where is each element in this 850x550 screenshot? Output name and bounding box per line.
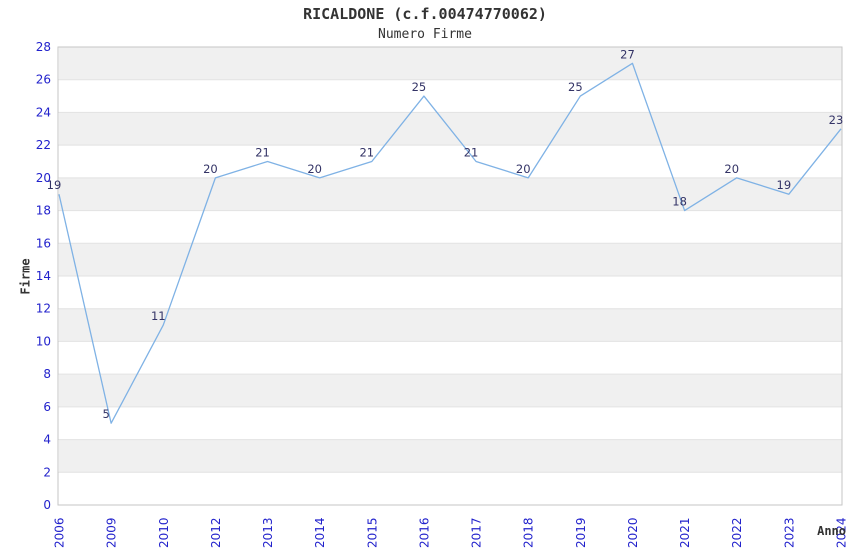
grid-band: [59, 308, 842, 342]
point-label: 20: [724, 162, 739, 176]
x-tick-label: 2023: [782, 517, 796, 548]
x-axis-title: Anno: [817, 524, 846, 538]
point-label: 19: [777, 178, 792, 192]
x-tick-label: 2014: [313, 517, 327, 548]
point-label: 11: [151, 309, 166, 323]
x-tick-label: 2013: [261, 517, 275, 548]
y-tick-label: 28: [36, 40, 51, 54]
y-tick-label: 16: [36, 236, 51, 250]
point-label: 20: [516, 162, 531, 176]
point-label: 27: [620, 47, 635, 61]
point-label: 19: [47, 178, 62, 192]
point-label: 18: [672, 195, 687, 209]
y-tick-label: 22: [36, 138, 51, 152]
y-tick-label: 4: [43, 433, 51, 447]
x-tick-label: 2006: [53, 517, 67, 548]
point-label: 5: [102, 407, 109, 421]
point-label: 20: [203, 162, 218, 176]
y-tick-label: 8: [43, 367, 51, 381]
point-label: 21: [255, 146, 270, 160]
grid-band: [59, 243, 842, 276]
x-tick-label: 2020: [626, 517, 640, 548]
y-axis-title: Firme: [18, 258, 33, 295]
chart-title: RICALDONE (c.f.00474770062): [303, 5, 547, 23]
y-tick-label: 2: [43, 465, 51, 479]
grid-band: [59, 177, 842, 211]
point-label: 23: [829, 113, 844, 127]
y-tick-label: 20: [36, 171, 51, 185]
x-tick-label: 2017: [470, 517, 484, 548]
y-tick-label: 10: [36, 334, 51, 348]
grid-band: [59, 439, 842, 473]
x-tick-label: 2021: [678, 517, 692, 548]
point-label: 25: [412, 80, 427, 94]
y-tick-label: 12: [36, 302, 51, 316]
chart-subtitle: Numero Firme: [378, 27, 472, 42]
x-tick-label: 2009: [105, 517, 119, 548]
x-tick-label: 2012: [209, 517, 223, 548]
point-label: 21: [359, 146, 374, 160]
point-label: 20: [307, 162, 322, 176]
y-tick-label: 14: [36, 269, 51, 283]
grid-band: [59, 47, 842, 80]
point-label: 25: [568, 80, 583, 94]
y-tick-label: 18: [36, 204, 51, 218]
x-tick-label: 2015: [365, 517, 379, 548]
data-line: [58, 62, 842, 424]
grid-band: [59, 374, 842, 407]
x-tick-label: 2019: [574, 517, 588, 548]
y-tick-label: 6: [43, 400, 51, 414]
x-tick-label: 2018: [522, 517, 536, 548]
x-tick-label: 2016: [417, 517, 431, 548]
y-tick-label: 26: [36, 73, 51, 87]
x-tick-label: 2010: [157, 517, 171, 548]
y-tick-label: 24: [36, 105, 51, 119]
y-tick-label: 0: [43, 498, 51, 512]
point-label: 21: [464, 146, 479, 160]
plot-border: [57, 46, 843, 506]
x-tick-label: 2024: [835, 517, 849, 548]
x-tick-label: 2022: [730, 517, 744, 548]
